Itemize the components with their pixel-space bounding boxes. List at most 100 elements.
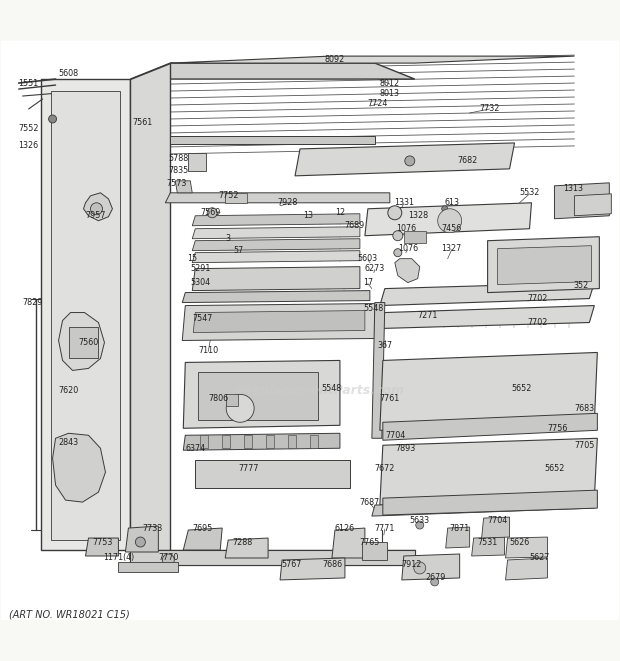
Text: 7682: 7682 bbox=[458, 157, 478, 165]
Polygon shape bbox=[505, 558, 547, 580]
Polygon shape bbox=[175, 181, 192, 193]
Polygon shape bbox=[380, 305, 595, 329]
Text: 7765: 7765 bbox=[360, 537, 380, 547]
Circle shape bbox=[394, 249, 402, 256]
Polygon shape bbox=[182, 291, 370, 303]
Polygon shape bbox=[487, 237, 600, 293]
Text: 7288: 7288 bbox=[232, 537, 252, 547]
Polygon shape bbox=[192, 214, 360, 226]
Text: 1331: 1331 bbox=[394, 198, 414, 208]
Text: 1551: 1551 bbox=[19, 79, 39, 87]
Polygon shape bbox=[40, 79, 130, 550]
Text: 7733: 7733 bbox=[142, 524, 162, 533]
Polygon shape bbox=[574, 194, 611, 215]
Text: 7573: 7573 bbox=[166, 179, 187, 188]
Polygon shape bbox=[372, 497, 597, 516]
Text: 7705: 7705 bbox=[574, 441, 595, 449]
Polygon shape bbox=[130, 550, 415, 565]
Text: 5652: 5652 bbox=[544, 463, 565, 473]
Polygon shape bbox=[280, 558, 345, 580]
Circle shape bbox=[226, 395, 254, 422]
Circle shape bbox=[207, 208, 217, 217]
Polygon shape bbox=[192, 266, 360, 291]
Text: 1076: 1076 bbox=[396, 224, 416, 233]
Text: 5608: 5608 bbox=[58, 69, 79, 77]
Text: 5548: 5548 bbox=[364, 304, 384, 313]
Circle shape bbox=[162, 554, 174, 566]
Text: 7835: 7835 bbox=[168, 167, 188, 175]
Text: 7928: 7928 bbox=[278, 198, 298, 208]
Text: 7110: 7110 bbox=[198, 346, 218, 355]
Text: 5652: 5652 bbox=[512, 384, 532, 393]
Text: 7686: 7686 bbox=[322, 561, 342, 570]
Text: 2679: 2679 bbox=[425, 574, 446, 582]
Polygon shape bbox=[193, 311, 365, 332]
Bar bbox=[118, 562, 179, 572]
Text: 7752: 7752 bbox=[218, 191, 239, 200]
Text: 5767: 5767 bbox=[282, 561, 302, 570]
Circle shape bbox=[388, 206, 402, 219]
Text: 5603: 5603 bbox=[358, 254, 378, 263]
Bar bbox=[362, 542, 387, 560]
Bar bbox=[69, 327, 99, 358]
Polygon shape bbox=[295, 143, 515, 176]
Polygon shape bbox=[380, 283, 595, 305]
Circle shape bbox=[414, 562, 426, 574]
Polygon shape bbox=[554, 183, 609, 219]
Text: 7531: 7531 bbox=[477, 537, 498, 547]
Polygon shape bbox=[482, 517, 510, 538]
Text: 8013: 8013 bbox=[380, 89, 400, 98]
Polygon shape bbox=[192, 251, 360, 262]
Text: 7547: 7547 bbox=[192, 314, 213, 323]
Polygon shape bbox=[166, 193, 390, 203]
Text: 1328: 1328 bbox=[408, 212, 428, 220]
Circle shape bbox=[416, 521, 423, 529]
Bar bbox=[198, 372, 318, 420]
Text: 613: 613 bbox=[444, 198, 459, 208]
Text: 7756: 7756 bbox=[547, 424, 568, 433]
Polygon shape bbox=[332, 528, 365, 558]
Text: 7806: 7806 bbox=[208, 394, 228, 403]
Text: 6374: 6374 bbox=[185, 444, 205, 453]
Circle shape bbox=[91, 203, 102, 215]
Polygon shape bbox=[184, 360, 340, 428]
Polygon shape bbox=[372, 303, 385, 438]
Text: 8092: 8092 bbox=[325, 55, 345, 63]
Polygon shape bbox=[84, 193, 112, 221]
Bar bbox=[226, 395, 238, 407]
Text: 7689: 7689 bbox=[345, 221, 365, 230]
Text: 7569: 7569 bbox=[200, 208, 221, 217]
Text: 7704: 7704 bbox=[386, 431, 406, 440]
Text: 7271: 7271 bbox=[417, 311, 438, 320]
Text: 3: 3 bbox=[226, 234, 231, 243]
Text: 7829: 7829 bbox=[22, 298, 43, 307]
Text: 5633: 5633 bbox=[410, 516, 430, 525]
Bar bbox=[195, 460, 350, 488]
Text: 7777: 7777 bbox=[238, 463, 259, 473]
Circle shape bbox=[135, 537, 145, 547]
Circle shape bbox=[438, 209, 462, 233]
Polygon shape bbox=[170, 56, 574, 63]
Text: 7871: 7871 bbox=[450, 524, 470, 533]
Text: 57: 57 bbox=[233, 246, 243, 255]
Bar bbox=[222, 435, 230, 448]
Polygon shape bbox=[192, 227, 360, 239]
Text: 5627: 5627 bbox=[529, 553, 550, 563]
Text: 5548: 5548 bbox=[322, 384, 342, 393]
Polygon shape bbox=[130, 63, 170, 550]
Text: 1327: 1327 bbox=[441, 244, 462, 253]
Polygon shape bbox=[58, 313, 104, 370]
Text: 7672: 7672 bbox=[374, 463, 395, 473]
Text: 7704: 7704 bbox=[487, 516, 508, 525]
Text: 5304: 5304 bbox=[190, 278, 210, 287]
Polygon shape bbox=[383, 490, 597, 515]
Text: 7702: 7702 bbox=[527, 318, 547, 327]
Circle shape bbox=[393, 231, 403, 241]
Text: eReplacementParts.com: eReplacementParts.com bbox=[235, 384, 405, 397]
Text: 7957: 7957 bbox=[85, 212, 106, 220]
Text: 1313: 1313 bbox=[564, 184, 583, 193]
Text: 7456: 7456 bbox=[441, 224, 462, 233]
Text: 12: 12 bbox=[335, 208, 345, 217]
Polygon shape bbox=[184, 528, 222, 550]
Text: 5291: 5291 bbox=[190, 264, 210, 273]
